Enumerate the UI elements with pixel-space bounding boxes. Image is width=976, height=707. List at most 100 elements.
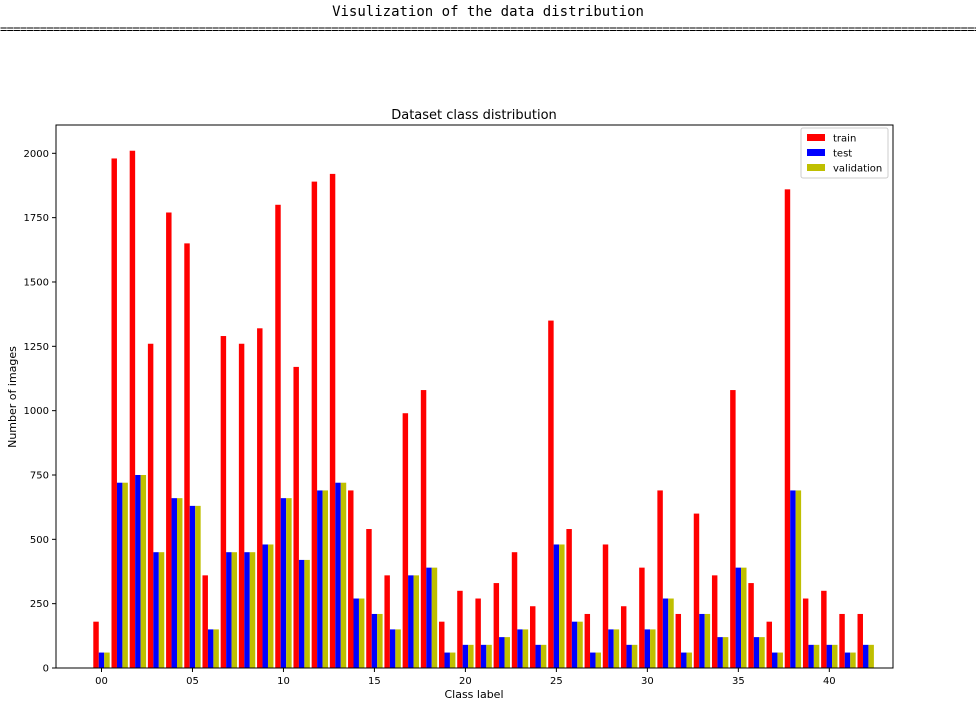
bar-validation-13: [340, 482, 347, 668]
bar-test-21: [480, 644, 487, 668]
bar-train-35: [730, 390, 736, 668]
console-separator-line: ========================================…: [0, 22, 976, 36]
bar-validation-5: [195, 505, 201, 668]
bar-train-23: [511, 552, 518, 668]
bar-validation-40: [832, 644, 838, 668]
bar-train-0: [93, 621, 99, 668]
bar-train-24: [529, 606, 536, 668]
bar-train-1: [111, 158, 117, 669]
legend-label-train: train: [833, 134, 856, 145]
bar-test-17: [408, 575, 414, 668]
legend-label-validation: validation: [833, 164, 882, 175]
bar-train-6: [202, 575, 208, 668]
bar-test-25: [553, 544, 560, 668]
bar-train-33: [693, 513, 700, 668]
bar-validation-28: [613, 629, 620, 668]
y-tick-label: 0: [43, 664, 49, 675]
console-output-title: Visulization of the data distribution: [332, 4, 644, 20]
bar-train-41: [839, 613, 845, 668]
bar-validation-35: [741, 567, 747, 668]
bar-test-39: [808, 644, 814, 668]
bars-group: [93, 150, 874, 669]
bar-test-10: [280, 498, 287, 668]
bar-test-30: [644, 629, 651, 668]
x-tick-label: 05: [186, 676, 199, 687]
bar-test-6: [207, 629, 214, 668]
bar-train-39: [802, 598, 809, 668]
bar-train-14: [348, 490, 354, 668]
y-tick-label: 500: [30, 535, 49, 546]
bar-validation-29: [631, 644, 638, 668]
legend-label-test: test: [833, 149, 852, 160]
bar-train-31: [657, 490, 663, 668]
bar-validation-14: [358, 598, 365, 668]
bar-test-13: [335, 482, 341, 668]
bar-validation-15: [377, 613, 383, 668]
bar-validation-16: [395, 629, 401, 668]
bar-validation-24: [540, 644, 547, 668]
bar-train-7: [220, 336, 227, 668]
bar-validation-33: [704, 613, 711, 668]
bar-test-38: [790, 490, 796, 668]
x-tick-label: 25: [550, 676, 563, 687]
bar-test-31: [662, 598, 669, 668]
bar-test-8: [244, 552, 250, 668]
bar-test-5: [189, 505, 196, 668]
bar-test-16: [389, 629, 396, 668]
bar-train-11: [293, 366, 299, 668]
bar-train-21: [475, 598, 481, 668]
bar-test-2: [135, 474, 141, 668]
bar-train-37: [766, 621, 772, 668]
bar-train-9: [257, 328, 263, 668]
y-tick-label: 750: [30, 470, 49, 481]
bar-train-36: [748, 583, 754, 668]
bar-validation-20: [468, 644, 474, 668]
bar-train-32: [675, 613, 682, 668]
bar-validation-26: [577, 621, 583, 668]
y-tick-label: 1500: [24, 277, 49, 288]
bar-train-25: [548, 320, 554, 668]
legend-swatch-test: [807, 149, 825, 156]
bar-train-4: [166, 212, 172, 669]
bar-test-33: [699, 613, 705, 668]
bar-test-11: [298, 559, 305, 668]
bar-test-35: [735, 567, 742, 668]
bar-test-27: [590, 652, 596, 668]
bar-test-4: [171, 498, 178, 668]
bar-train-17: [402, 413, 409, 668]
bar-test-9: [262, 544, 268, 668]
bar-validation-32: [686, 652, 692, 668]
bar-validation-6: [213, 629, 219, 668]
x-tick-label: 10: [277, 676, 290, 687]
bar-test-24: [535, 644, 541, 668]
bar-validation-21: [486, 644, 492, 668]
bar-train-40: [821, 590, 827, 668]
bar-test-22: [499, 637, 505, 668]
y-tick-label: 1750: [24, 213, 49, 224]
bar-train-42: [857, 613, 863, 668]
bar-test-42: [862, 644, 869, 668]
bar-train-30: [639, 567, 645, 668]
bar-test-3: [153, 552, 159, 668]
x-tick-label: 00: [95, 676, 108, 687]
bar-train-26: [566, 529, 572, 668]
bar-test-0: [98, 652, 105, 668]
bar-test-1: [116, 482, 123, 668]
bar-validation-2: [140, 474, 147, 668]
bar-validation-41: [850, 652, 856, 668]
bar-validation-7: [231, 552, 238, 668]
bar-train-5: [184, 243, 190, 668]
bar-test-26: [571, 621, 578, 668]
bar-train-29: [620, 606, 627, 668]
bar-validation-31: [668, 598, 674, 668]
bar-train-10: [275, 204, 281, 668]
y-tick-label: 1250: [24, 342, 49, 353]
bar-validation-3: [158, 552, 165, 668]
y-axis-label: Number of images: [6, 346, 19, 448]
plot-frame: [55, 124, 894, 669]
y-tick-label: 1000: [24, 406, 49, 417]
bar-validation-36: [759, 637, 765, 668]
bar-train-27: [584, 613, 591, 668]
bar-validation-27: [595, 652, 601, 668]
